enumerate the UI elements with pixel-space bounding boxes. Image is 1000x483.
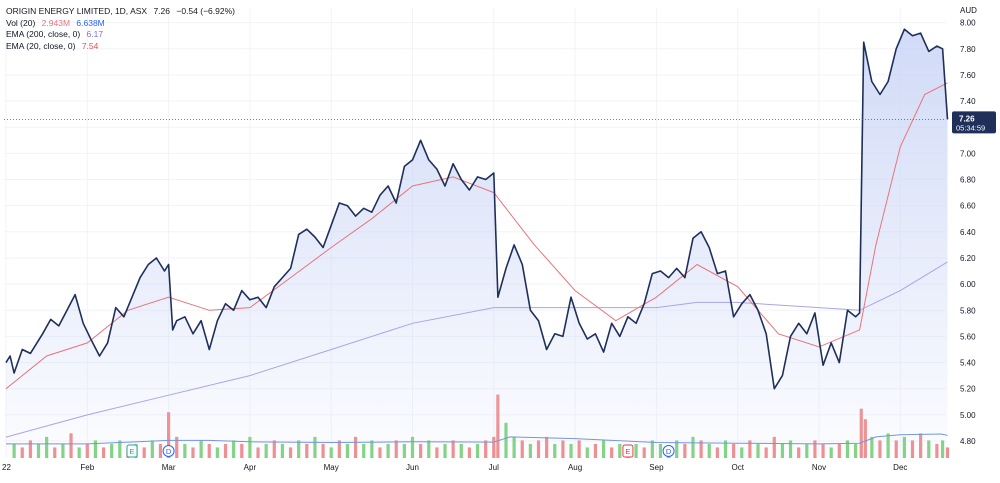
ema20-value: 7.54 bbox=[81, 40, 99, 51]
legend-ema20-row[interactable]: EMA (20, close, 0) 7.54 bbox=[6, 41, 235, 53]
earnings-icon bbox=[126, 444, 138, 458]
y-tick-label: 8.00 bbox=[960, 19, 976, 28]
x-tick-label: Apr bbox=[244, 463, 257, 472]
y-tick-label: 7.80 bbox=[960, 45, 976, 54]
legend-ema200-row[interactable]: EMA (200, close, 0) 6.17 bbox=[6, 29, 235, 41]
price-change: −0.54 (−6.92%) bbox=[176, 6, 235, 16]
x-tick-label: Jul bbox=[489, 463, 499, 472]
y-tick-label: 6.00 bbox=[960, 280, 976, 289]
chart-legend: ORIGIN ENERGY LIMITED, 1D, ASX 7.26 −0.5… bbox=[6, 6, 235, 52]
last-price: 7.26 bbox=[153, 6, 170, 16]
dividend-icon bbox=[662, 445, 675, 457]
ema200-label: EMA (200, close, 0) bbox=[6, 29, 81, 39]
y-tick-label: 5.60 bbox=[960, 332, 976, 341]
event-label: E bbox=[130, 447, 135, 456]
price-tag: 7.26 05:34:59 bbox=[952, 111, 996, 134]
x-tick-label: Sep bbox=[649, 463, 664, 472]
ema20-label: EMA (20, close, 0) bbox=[6, 40, 76, 51]
y-tick-label: 7.40 bbox=[960, 97, 976, 106]
x-tick-label: Aug bbox=[568, 463, 582, 472]
y-tick-label: 6.20 bbox=[960, 254, 976, 263]
y-tick-label: 6.60 bbox=[960, 202, 976, 211]
y-tick-label: 5.00 bbox=[960, 411, 976, 420]
symbol-name[interactable]: ORIGIN ENERGY LIMITED, 1D, ASX bbox=[6, 6, 148, 16]
event-marker: E bbox=[622, 444, 634, 458]
x-tick-label: May bbox=[324, 463, 339, 472]
x-tick-label: 22 bbox=[2, 463, 11, 472]
x-tick-label: Mar bbox=[162, 463, 176, 472]
event-marker: D bbox=[162, 445, 175, 457]
price-line bbox=[5, 28, 949, 390]
x-axis: 22 Feb Mar Apr May Jun Jul Aug Sep Oct Nov Dec bbox=[2, 463, 907, 472]
y-tick-label: 7.00 bbox=[960, 149, 976, 158]
currency-label: AUD bbox=[960, 6, 977, 15]
event-label: D bbox=[666, 447, 672, 456]
x-tick-label: Feb bbox=[80, 463, 94, 472]
earnings-icon bbox=[622, 444, 634, 458]
x-tick-label: Dec bbox=[893, 463, 907, 472]
volume-value: 2.943M bbox=[41, 17, 71, 28]
event-label: E bbox=[625, 447, 630, 456]
price-tag-value: 7.26 bbox=[959, 114, 975, 123]
y-axis: 8.007.807.607.407.207.006.806.606.406.20… bbox=[960, 19, 976, 446]
legend-symbol-row[interactable]: ORIGIN ENERGY LIMITED, 1D, ASX 7.26 −0.5… bbox=[6, 6, 235, 18]
x-tick-label: Oct bbox=[731, 463, 744, 472]
x-tick-label: Nov bbox=[812, 463, 826, 472]
volume-label: Vol (20) bbox=[6, 17, 36, 28]
x-tick-label: Jun bbox=[406, 463, 419, 472]
legend-volume-row[interactable]: Vol (20) 2.943M 6.638M bbox=[6, 18, 235, 30]
y-tick-label: 6.40 bbox=[960, 228, 976, 237]
price-series-line bbox=[5, 28, 949, 390]
y-tick-label: 5.20 bbox=[960, 385, 976, 394]
price-area bbox=[6, 29, 948, 458]
dividend-icon bbox=[162, 445, 175, 457]
y-tick-label: 5.80 bbox=[960, 306, 976, 315]
price-tag-box bbox=[952, 111, 996, 134]
price-tag-countdown: 05:34:59 bbox=[956, 123, 985, 132]
volume-ma-value: 6.638M bbox=[76, 17, 105, 28]
y-tick-label: 6.80 bbox=[960, 176, 976, 185]
ema20-line bbox=[5, 82, 948, 390]
y-tick-label: 4.80 bbox=[960, 437, 976, 446]
ema200-value: 6.17 bbox=[86, 29, 104, 39]
y-tick-label: 7.60 bbox=[960, 71, 976, 80]
y-tick-label: 5.40 bbox=[960, 359, 976, 368]
event-label: D bbox=[166, 447, 172, 456]
event-marker: D bbox=[662, 445, 675, 457]
event-marker: E bbox=[126, 444, 138, 458]
price-area-fill bbox=[6, 29, 948, 458]
